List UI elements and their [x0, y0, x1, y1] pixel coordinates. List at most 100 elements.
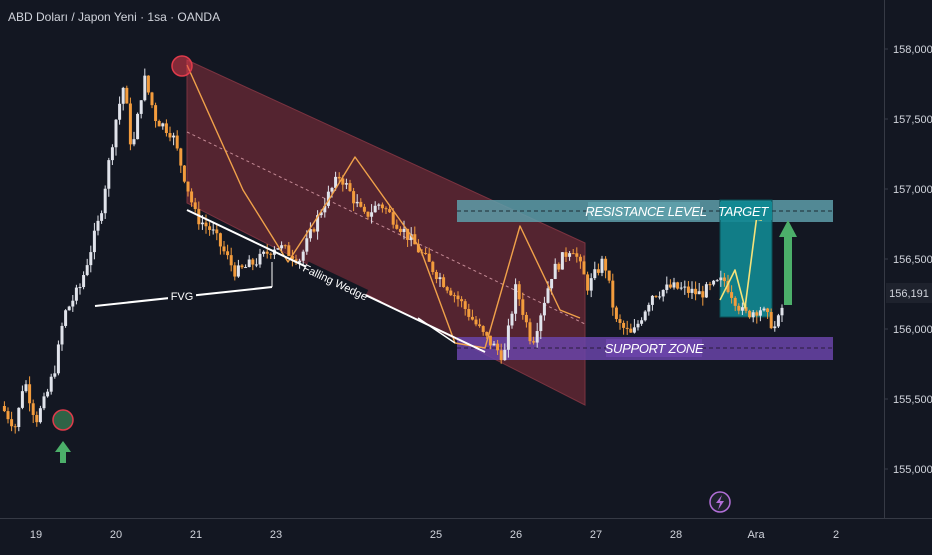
- candle-body: [528, 322, 532, 342]
- candle-body: [262, 251, 266, 254]
- candle-body: [323, 205, 327, 213]
- candle-body: [550, 279, 554, 289]
- candle-body: [546, 288, 550, 303]
- candle-body: [186, 181, 190, 192]
- candle-body: [586, 274, 590, 291]
- candle-body: [78, 287, 82, 289]
- candle-body: [571, 253, 575, 255]
- chart-title: ABD Doları / Japon Yeni · 1sa · OANDA: [8, 10, 220, 24]
- candle-body: [146, 75, 150, 93]
- candle-body: [481, 326, 485, 332]
- candle-body: [316, 215, 320, 232]
- candle-body: [402, 228, 406, 232]
- candle-body: [308, 229, 312, 239]
- candle-body: [92, 230, 96, 253]
- candle-body: [632, 327, 636, 333]
- candle-body: [222, 246, 226, 252]
- candle-body: [236, 265, 240, 277]
- candle-body: [722, 277, 726, 282]
- candle-body: [607, 270, 611, 281]
- candle-body: [301, 251, 305, 261]
- bottom-marker-circle[interactable]: [52, 409, 74, 431]
- candle-body: [244, 267, 248, 269]
- candle-body: [694, 288, 698, 295]
- candle-body: [85, 265, 89, 276]
- candle-body: [366, 211, 370, 217]
- candle-body: [31, 403, 35, 415]
- candle-body: [103, 188, 107, 214]
- candle-body: [582, 261, 586, 275]
- candle-body: [409, 234, 413, 240]
- top-marker-circle[interactable]: [171, 55, 193, 77]
- candle-body: [20, 391, 24, 408]
- candle-body: [503, 349, 507, 361]
- candle-body: [751, 312, 755, 318]
- candle-body: [726, 281, 730, 293]
- candle-body: [730, 292, 734, 298]
- fvg-label: FVG: [171, 291, 194, 303]
- candle-body: [298, 260, 302, 263]
- candle-body: [125, 87, 129, 104]
- candle-body: [107, 160, 111, 189]
- candle-body: [532, 341, 536, 343]
- candle-body: [280, 245, 284, 249]
- candle-body: [254, 264, 258, 266]
- candle-body: [38, 408, 42, 423]
- candle-body: [352, 191, 356, 204]
- time-axis[interactable]: 19 20 21 23 25 26 27 28 Ara 2: [0, 518, 932, 542]
- candle-body: [424, 252, 428, 254]
- candle-body: [636, 323, 640, 328]
- candle-body: [589, 278, 593, 291]
- lightning-icon: [716, 495, 724, 510]
- candle-body: [456, 295, 460, 300]
- candle-body: [665, 284, 669, 290]
- candle-body: [776, 315, 780, 327]
- candle-body: [715, 280, 719, 282]
- lightning-button[interactable]: [709, 491, 731, 513]
- candle-body: [755, 312, 759, 316]
- candle-body: [110, 147, 114, 161]
- candle-body: [330, 187, 334, 192]
- candle-body: [96, 220, 100, 231]
- candle-body: [514, 284, 518, 314]
- candle-body: [136, 113, 140, 140]
- candle-body: [373, 205, 377, 213]
- candle-body: [337, 176, 341, 179]
- candle-body: [56, 344, 60, 374]
- time-tick-label: 23: [270, 529, 282, 541]
- candle-body: [348, 183, 352, 192]
- candle-body: [164, 123, 168, 134]
- candle-body: [24, 384, 28, 392]
- time-ticks: 19 20 21 23 25 26 27 28 Ara 2: [30, 529, 839, 541]
- candle-body: [175, 135, 179, 149]
- candle-body: [485, 331, 489, 336]
- candle-body: [377, 204, 381, 206]
- candle-body: [10, 419, 14, 427]
- candle-body: [154, 105, 158, 121]
- candle-body: [226, 251, 230, 256]
- candle-body: [161, 123, 165, 127]
- candle-body: [276, 248, 280, 250]
- candle-body: [53, 373, 57, 377]
- price-tick-label: 157,000: [893, 184, 932, 196]
- candle-body: [679, 287, 683, 289]
- candle-body: [614, 307, 618, 320]
- price-axis[interactable]: 155,000 155,500 156,000 156,500 157,000 157,5…: [884, 0, 932, 518]
- candle-body: [611, 280, 615, 308]
- candle-body: [521, 299, 525, 315]
- candle-body: [157, 120, 161, 127]
- candle-body: [733, 297, 737, 306]
- candle-body: [312, 229, 316, 232]
- candle-body: [463, 301, 467, 310]
- candle-body: [510, 313, 514, 326]
- falling-channel[interactable]: [186, 59, 586, 406]
- zigzag-pattern[interactable]: [186, 64, 581, 349]
- candle-body: [413, 234, 417, 245]
- candle-body: [190, 191, 194, 203]
- candle-body: [773, 326, 777, 329]
- candle-body: [247, 259, 251, 268]
- candle-body: [629, 328, 633, 333]
- candle-body: [557, 263, 561, 270]
